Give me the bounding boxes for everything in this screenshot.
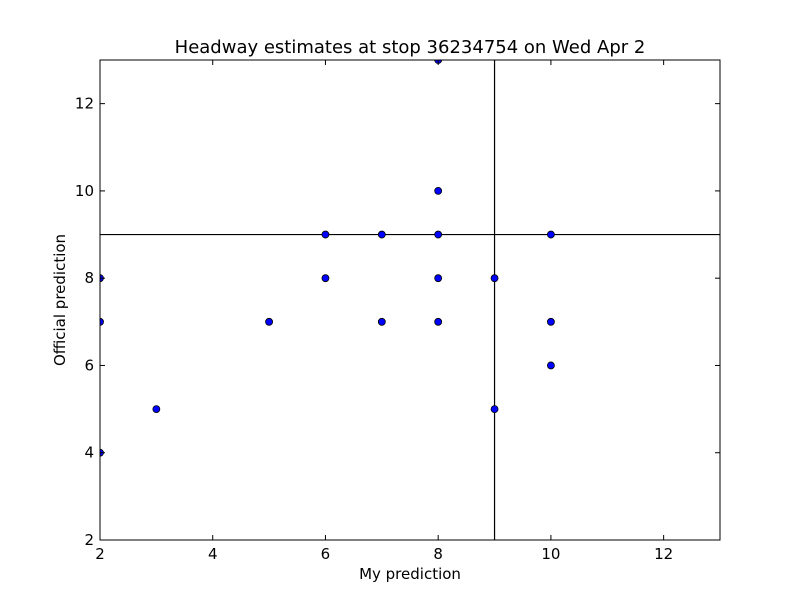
scatter-point	[434, 230, 443, 239]
scatter-point	[547, 317, 555, 326]
axes-frame	[99, 59, 721, 541]
x-axis-title: My prediction	[359, 565, 461, 583]
scatter-point	[321, 274, 330, 283]
y-tick-label: 4	[84, 444, 94, 462]
scatter-point	[490, 274, 499, 283]
scatter-point	[434, 187, 443, 195]
plot-area	[99, 59, 721, 541]
x-tick-label: 10	[541, 545, 560, 563]
y-tick-label: 8	[84, 269, 94, 287]
chart-title: Headway estimates at stop 36234754 on We…	[175, 37, 646, 58]
y-tick-label: 10	[75, 182, 94, 200]
x-tick-label: 4	[208, 545, 218, 563]
scatter-point	[265, 317, 273, 326]
scatter-point	[547, 230, 555, 239]
x-tick-label: 2	[95, 545, 105, 563]
scatter-point	[100, 317, 104, 326]
scatter-point	[377, 317, 386, 326]
x-tick-label: 12	[654, 545, 673, 563]
scatter-point	[547, 361, 555, 370]
scatter-point	[152, 405, 161, 413]
y-tick-label: 6	[84, 356, 94, 374]
x-tick-labels: 2 4 6 8 10 12	[95, 545, 673, 563]
scatter-point	[321, 230, 330, 239]
x-tick-label: 8	[433, 545, 443, 563]
y-tick-label: 12	[75, 95, 94, 113]
reference-lines	[100, 60, 720, 540]
scatter-point	[490, 405, 499, 413]
y-tick-label: 2	[84, 531, 94, 549]
x-tick-label: 6	[321, 545, 331, 563]
scatter-point	[377, 230, 386, 239]
scatter-point	[434, 274, 443, 283]
scatter-point	[434, 317, 443, 326]
data-points	[100, 60, 555, 457]
y-axis-title: Official prediction	[51, 234, 69, 366]
y-tick-labels: 2 4 6 8 10 12	[75, 95, 94, 549]
